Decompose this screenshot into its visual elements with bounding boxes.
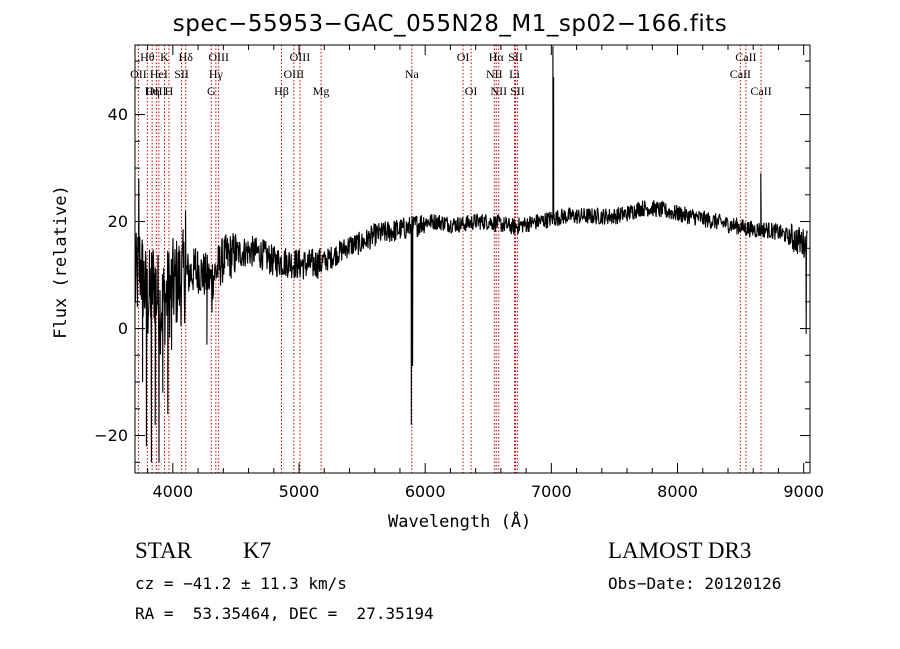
redshift-velocity: cz = −41.2 ± 11.3 km/s [135,574,347,593]
axis-ticks [135,45,810,473]
line-label-2: OIII [146,84,167,98]
y-tick-label: 40 [107,104,128,124]
x-tick-label: 7000 [530,482,572,501]
line-label-15: Mg [313,84,330,98]
line-label-8: SII [174,67,189,81]
line-label-26: CaII [730,67,751,81]
y-axis-label: Flux (relative) [51,185,71,339]
line-label-16: Na [405,67,420,81]
x-tick-label: 9000 [783,482,825,501]
spectrum-line [134,46,808,463]
y-tick-label: −20 [94,425,128,445]
line-label-6: H [165,84,174,98]
line-label-1: OII [130,67,147,81]
line-label-12: OIII [290,50,311,64]
line-label-21: NII [490,84,507,98]
x-tick-label: 5000 [278,482,320,501]
line-label-25: CaII [735,50,756,64]
y-tick-label: 20 [107,211,128,231]
line-label-7: Hδ [179,50,194,64]
line-label-23: Li [509,67,520,81]
x-tick-label: 6000 [404,482,446,501]
line-label-17: OI [457,50,470,64]
line-label-18: OI [465,84,478,98]
line-label-13: OIII [284,67,305,81]
line-label-24: SII [510,84,525,98]
line-label-9: OIII [208,50,229,64]
line-label-22: SII [508,50,523,64]
spectrum-layer [134,46,808,463]
y-tick-label: 0 [117,318,128,338]
line-label-20: NII [486,67,503,81]
chart-title: spec−55953−GAC_055N28_M1_sp02−166.fits [172,11,728,37]
line-label-27: CaII [750,84,771,98]
x-tick-label: 8000 [657,482,698,501]
coordinates: RA = 53.35464, DEC = 27.35194 [135,604,434,623]
x-tick-label: 4000 [152,482,194,501]
line-label-11: G [207,84,216,98]
line-label-3: Hη [145,84,160,98]
line-label-19: Hα [489,50,505,64]
line-label-5: HeI [150,67,168,81]
line-label-0: Hθ [140,50,155,64]
object-class: STAR [135,538,192,563]
object-subclass: K7 [243,538,272,563]
observation-date: Obs−Date: 20120126 [608,574,782,593]
plot-frame [134,44,811,474]
x-axis-label: Wavelength (Å) [388,512,532,532]
line-label-4: K [160,50,169,64]
survey-name: LAMOST DR3 [608,538,752,563]
line-label-10: Hγ [209,67,224,81]
line-label-14: Hβ [274,84,289,98]
